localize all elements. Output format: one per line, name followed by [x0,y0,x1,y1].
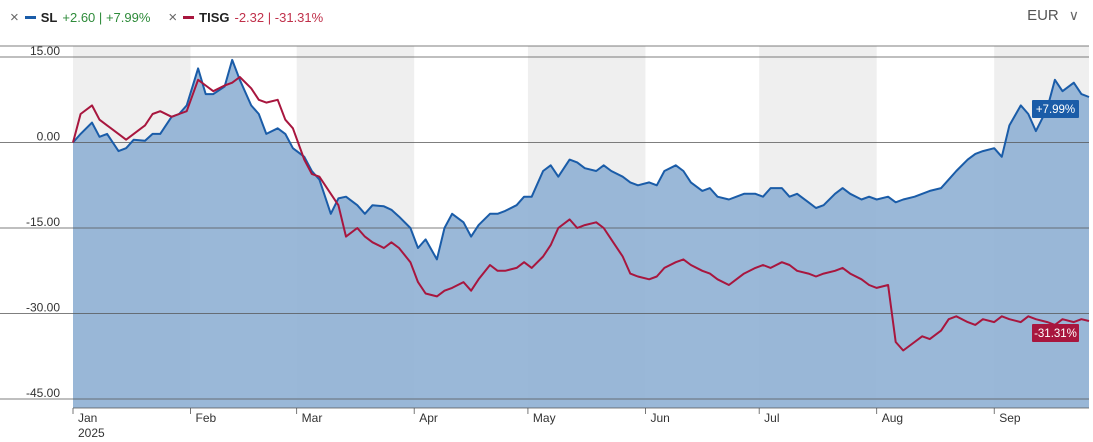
end-label-tisg: -31.31% [1034,328,1077,340]
remove-sl-icon[interactable]: × [10,9,19,26]
legend-item-tisg: × TISG -2.32 | -31.31% [168,9,323,26]
currency-dropdown[interactable]: EUR ∨ [1027,7,1079,24]
x-tick-label: Mar [302,411,323,425]
legend-item-sl: × SL +2.60 | +7.99% [10,9,150,26]
sl-ticker: SL [40,10,58,25]
remove-tisg-icon[interactable]: × [168,9,178,26]
x-tick-label: May [533,411,556,425]
tisg-change: -2.32 | -31.31% [234,10,324,25]
y-tick-label: -15.00 [26,215,60,229]
chart-legend: × SL +2.60 | +7.99% × TISG -2.32 | -31.3… [10,9,341,26]
sl-area [73,59,1089,409]
series-line-sl [72,58,1090,261]
x-tick-label: Jan [78,411,97,425]
chevron-down-icon: ∨ [1068,7,1079,23]
y-tick-label: 0.00 [37,130,61,144]
x-tick-label: Jul [764,411,779,425]
sl-color-swatch [24,16,36,19]
series-line-tisg [72,76,1090,352]
y-tick-label: 15.00 [30,44,60,58]
x-tick-label: Jun [650,411,669,425]
end-label-sl-box [1032,99,1079,118]
x-tick-label: Feb [196,411,217,425]
x-tick-label: Aug [882,411,903,425]
x-tick-label: Sep [999,411,1021,425]
y-tick-label: -30.00 [26,301,60,315]
end-label-sl: +7.99% [1036,104,1075,116]
tisg-color-swatch [183,16,195,19]
end-label-tisg-box [1032,323,1079,342]
sl-change: +2.60 | +7.99% [62,10,151,25]
year-label: 2025 [78,426,105,440]
tisg-ticker: TISG [199,10,230,25]
currency-label: EUR [1027,7,1059,24]
y-tick-label: -45.00 [26,386,60,400]
x-tick-label: Apr [419,411,438,425]
